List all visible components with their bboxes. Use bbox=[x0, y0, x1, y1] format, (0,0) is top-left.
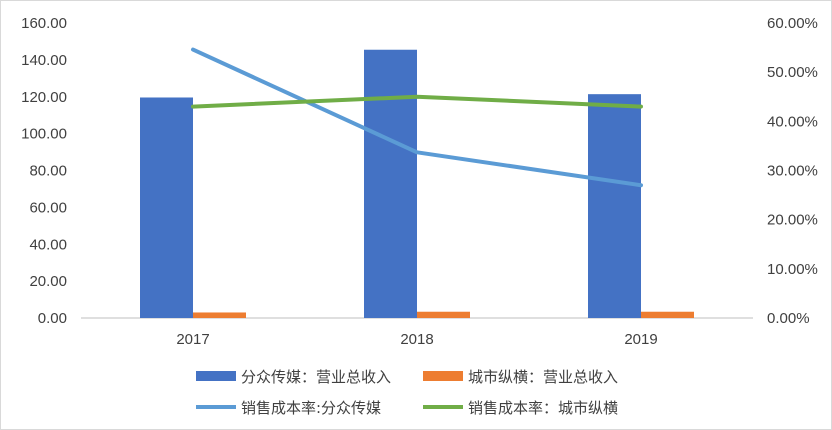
right-tick-label: 60.00% bbox=[767, 15, 818, 32]
legend-label: 销售成本率：城市纵横 bbox=[468, 399, 618, 417]
bar bbox=[588, 94, 641, 318]
right-tick-label: 40.00% bbox=[767, 113, 818, 130]
left-tick-label: 20.00 bbox=[29, 273, 67, 290]
left-tick-label: 120.00 bbox=[21, 89, 67, 106]
left-tick-label: 160.00 bbox=[21, 15, 67, 32]
legend-label: 销售成本率:分众传媒 bbox=[241, 399, 381, 417]
right-tick-label: 30.00% bbox=[767, 163, 818, 180]
series-line bbox=[191, 94, 643, 109]
right-tick-label: 0.00% bbox=[767, 310, 810, 327]
legend-swatch bbox=[423, 371, 463, 381]
bar bbox=[193, 312, 246, 318]
left-tick-label: 80.00 bbox=[29, 163, 67, 180]
left-tick-label: 40.00 bbox=[29, 236, 67, 253]
bar bbox=[140, 97, 193, 318]
bar bbox=[417, 311, 470, 318]
left-tick-label: 0.00 bbox=[38, 310, 67, 327]
right-tick-label: 10.00% bbox=[767, 261, 818, 278]
bar bbox=[641, 311, 694, 318]
legend-label: 城市纵横：营业总收入 bbox=[468, 368, 618, 386]
left-tick-label: 100.00 bbox=[21, 126, 67, 143]
bar bbox=[364, 49, 417, 318]
left-tick-label: 60.00 bbox=[29, 199, 67, 216]
legend-swatch bbox=[196, 371, 236, 381]
right-tick-label: 50.00% bbox=[767, 64, 818, 81]
right-tick-label: 20.00% bbox=[767, 212, 818, 229]
x-tick-label: 2018 bbox=[400, 331, 433, 348]
x-tick-label: 2017 bbox=[176, 331, 209, 348]
legend-label: 分众传媒：营业总收入 bbox=[241, 368, 391, 386]
series-line bbox=[191, 47, 643, 188]
left-tick-label: 140.00 bbox=[21, 52, 67, 69]
x-tick-label: 2019 bbox=[624, 331, 657, 348]
